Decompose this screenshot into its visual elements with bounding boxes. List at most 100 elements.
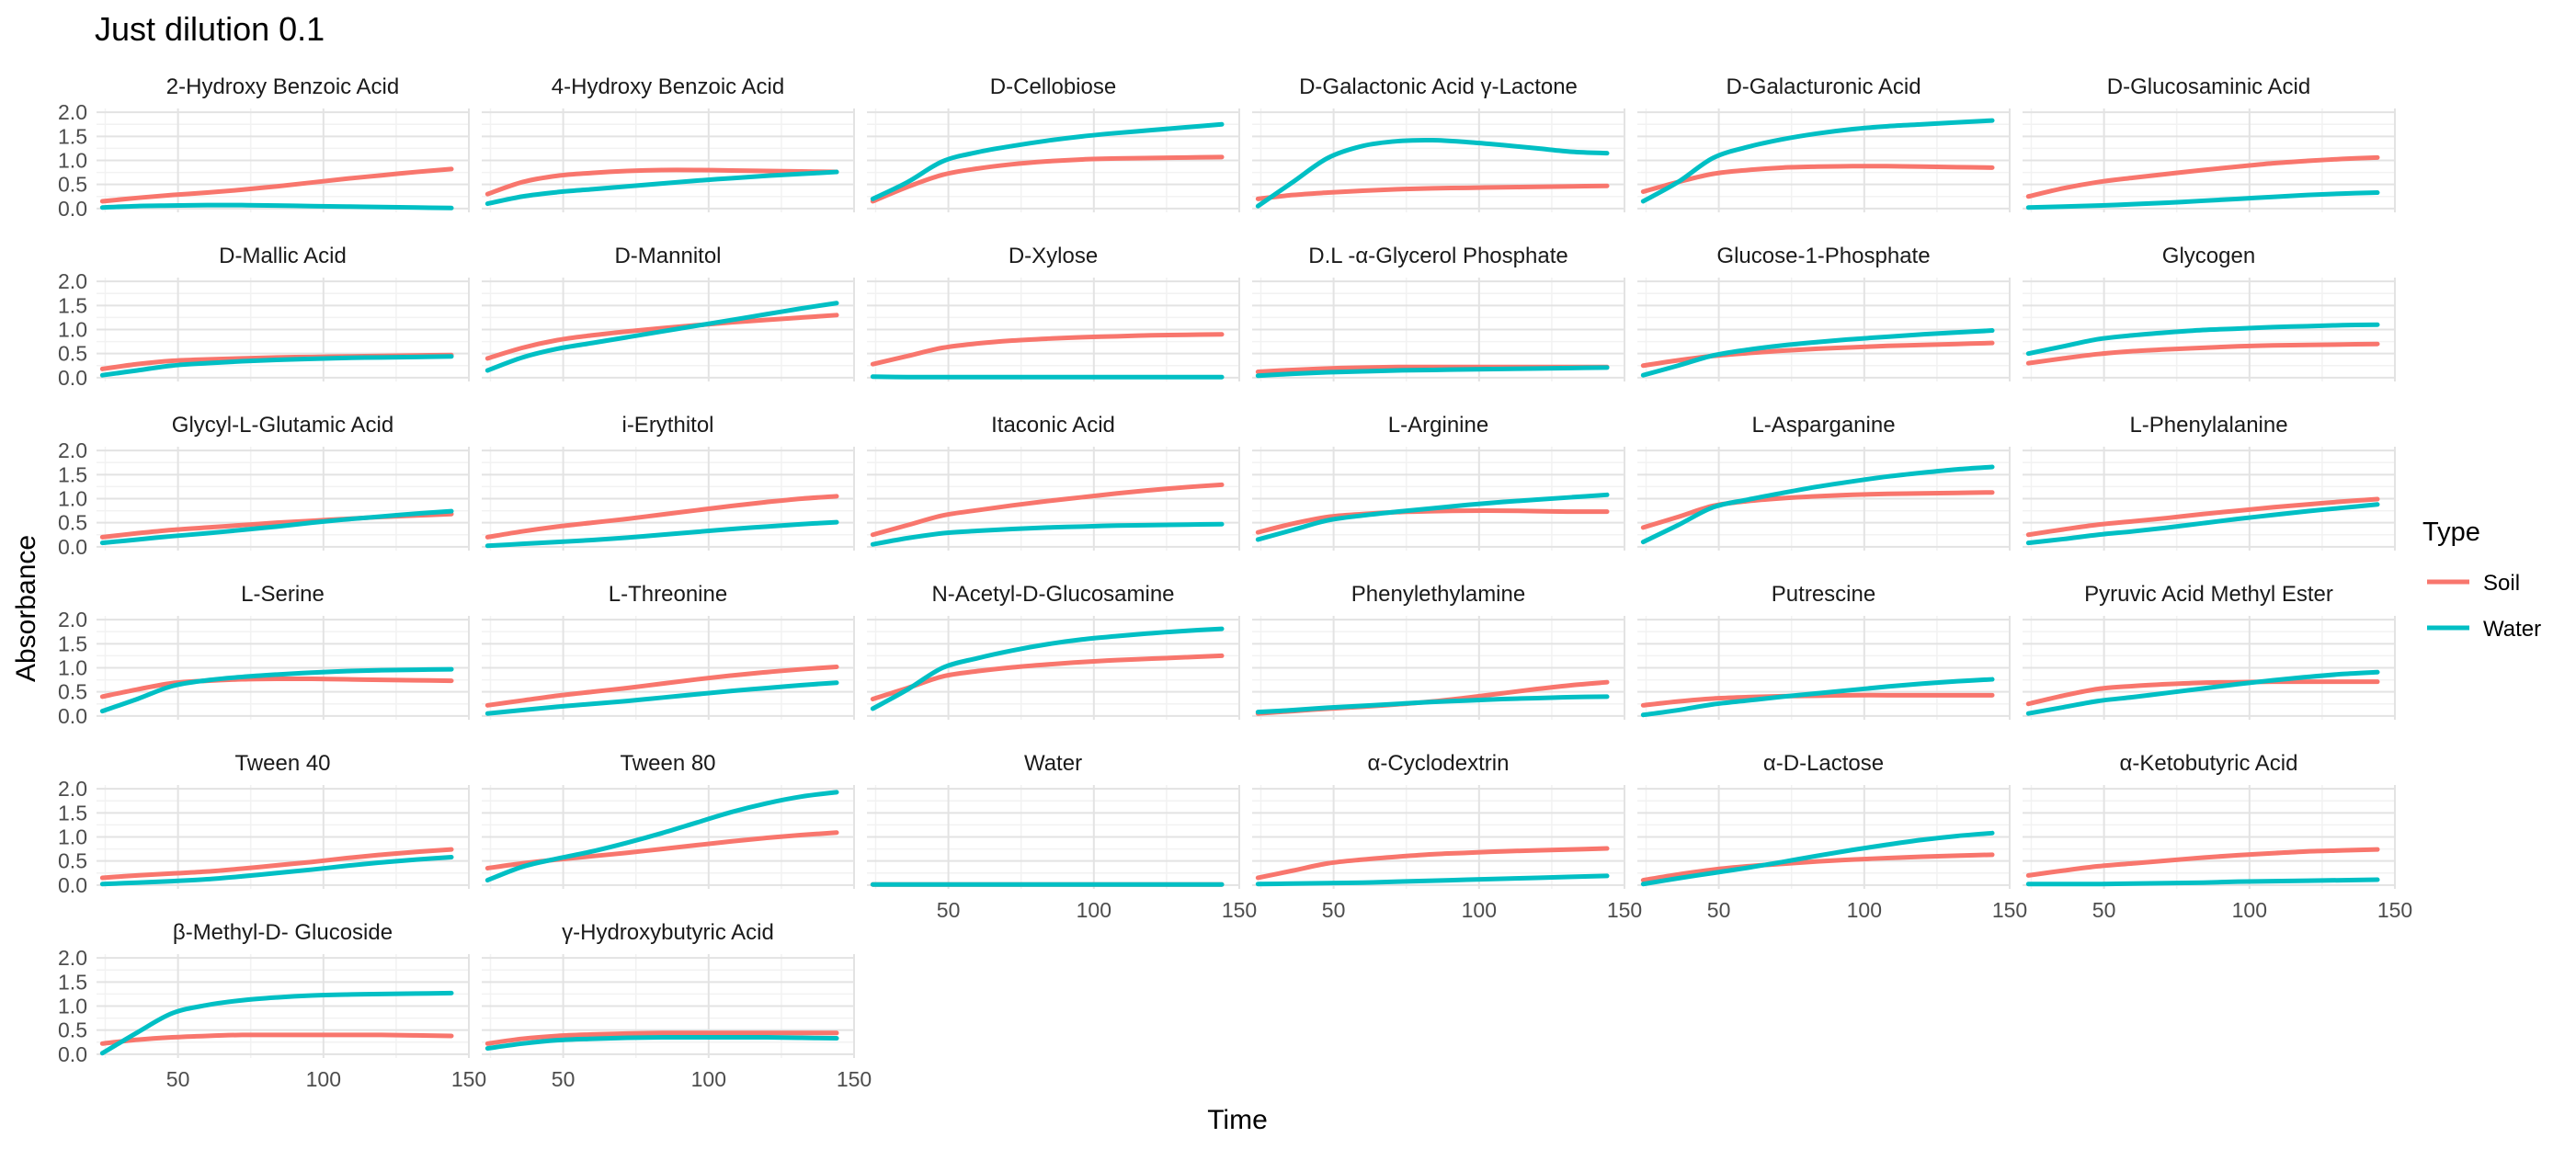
x-tick-label: 100 — [2232, 898, 2267, 922]
series-line-soil — [870, 482, 1225, 538]
panel-title-n-acetyl-d-glucosamine: N-Acetyl-D-Glucosamine — [931, 582, 1174, 607]
series-line-water — [870, 374, 1225, 380]
series-line-water — [1255, 137, 1610, 209]
series-line-water — [1255, 492, 1610, 542]
y-tick-label: 0.5 — [58, 342, 87, 366]
series-line-water — [99, 508, 454, 546]
series-line-soil — [1640, 490, 1995, 530]
panel-cyclodextrin: α-Cyclodextrin 50 100 150 — [1252, 751, 1642, 922]
panel-d-lactose: α-D-Lactose 50 100 150 — [1637, 751, 2027, 922]
series-line-soil — [2025, 496, 2380, 538]
panel-grid — [867, 447, 1240, 551]
series-line-soil — [99, 847, 454, 881]
panel-title-cyclodextrin: α-Cyclodextrin — [1368, 751, 1510, 776]
y-tick-label: 1.0 — [58, 487, 87, 511]
panel-title-methyl-d-glucoside: β-Methyl-D- Glucoside — [173, 920, 393, 945]
y-tick-label: 2.0 — [58, 269, 87, 293]
panel-d-galacturonic-acid: D-Galacturonic Acid — [1637, 74, 2011, 212]
y-tick-label: 0.5 — [58, 511, 87, 535]
panel-methyl-d-glucoside: β-Methyl-D- Glucoside 0.00.51.01.52.0 50 10… — [58, 920, 486, 1091]
y-tick-label: 1.0 — [58, 318, 87, 342]
panels-layer: 2-Hydroxy Benzoic Acid0.00.51.01.52.04-H… — [58, 74, 2412, 1091]
series-line-soil — [1255, 183, 1610, 201]
panel-title-phenylethylamine: Phenylethylamine — [1351, 582, 1525, 607]
series-line-water — [1640, 677, 1995, 718]
panel-l-arginine: L-Arginine — [1252, 413, 1625, 551]
x-tick-label: 150 — [1607, 898, 1642, 922]
panel-grid — [2023, 785, 2396, 889]
series-line-soil — [484, 494, 839, 540]
series-line-soil — [1640, 692, 1995, 708]
x-tick-label: 50 — [937, 898, 961, 922]
x-tick-label: 50 — [166, 1067, 190, 1091]
legend-item-soil: Soil — [2427, 571, 2520, 596]
series-line-water — [1255, 365, 1610, 379]
panel-d-l-glycerol-phosphate: D.L -α-Glycerol Phosphate — [1252, 244, 1625, 381]
x-tick-label: 150 — [1222, 898, 1257, 922]
panel-title-d-xylose: D-Xylose — [1009, 244, 1098, 268]
panel-grid — [1252, 108, 1625, 212]
panel-grid — [1637, 447, 2011, 551]
panel-title-d-mannitol: D-Mannitol — [614, 244, 721, 268]
panel-phenylethylamine: Phenylethylamine — [1252, 582, 1625, 720]
x-tick-label: 150 — [837, 1067, 872, 1091]
y-tick-label: 0.5 — [58, 680, 87, 704]
y-tick-label: 0.0 — [58, 873, 87, 897]
panel-title-glycogen: Glycogen — [2162, 244, 2255, 268]
panel-l-phenylalanine: L-Phenylalanine — [2023, 413, 2396, 551]
panel-title-d-cellobiose: D-Cellobiose — [990, 74, 1116, 99]
series-line-water — [1255, 873, 1610, 887]
panel-title-i-erythitol: i-Erythitol — [621, 413, 713, 438]
panel-grid — [482, 954, 855, 1058]
legend: Type Soil Water — [2422, 518, 2541, 642]
y-tick-label: 0.0 — [58, 197, 87, 221]
panel-grid — [97, 447, 470, 551]
panel-glycogen: Glycogen — [2023, 244, 2396, 381]
y-tick-label: 1.5 — [58, 293, 87, 317]
series-line-soil — [484, 313, 839, 361]
series-line-soil — [2025, 341, 2380, 366]
series-line-water — [2025, 877, 2380, 887]
legend-title: Type — [2422, 518, 2480, 547]
series-line-water — [870, 121, 1225, 201]
series-line-soil — [2025, 847, 2380, 878]
series-line-soil — [870, 653, 1225, 701]
series-line-water — [870, 521, 1225, 547]
panel-title-4-hydroxy-benzoic-acid: 4-Hydroxy Benzoic Acid — [552, 74, 784, 99]
x-tick-label: 100 — [1847, 898, 1882, 922]
y-tick-label: 1.5 — [58, 970, 87, 994]
panel-title-2-hydroxy-benzoic-acid: 2-Hydroxy Benzoic Acid — [166, 74, 399, 99]
y-tick-label: 0.0 — [58, 1042, 87, 1066]
panel-title-l-arginine: L-Arginine — [1388, 413, 1488, 438]
series-line-water — [1640, 328, 1995, 378]
panel-grid — [2023, 447, 2396, 551]
panel-grid — [1637, 108, 2011, 212]
x-tick-label: 100 — [1462, 898, 1497, 922]
series-line-water — [1640, 118, 1995, 204]
panel-title-tween-40: Tween 40 — [234, 751, 330, 776]
panel-d-mallic-acid: D-Mallic Acid 0.00.51.01.52.0 — [58, 244, 470, 390]
series-line-water — [2025, 322, 2380, 357]
panel-d-xylose: D-Xylose — [867, 244, 1240, 381]
panel-water: Water 50 100 150 — [867, 751, 1257, 922]
y-tick-label: 0.0 — [58, 704, 87, 728]
legend-label-water: Water — [2483, 617, 2541, 642]
series-line-soil — [99, 676, 454, 700]
y-axis-label: Absorbance — [11, 535, 41, 682]
y-tick-label: 1.5 — [58, 631, 87, 655]
y-tick-label: 0.5 — [58, 1018, 87, 1042]
y-tick-label: 2.0 — [58, 946, 87, 970]
series-line-water — [484, 519, 839, 549]
series-line-soil — [1255, 508, 1610, 535]
series-line-soil — [99, 166, 454, 204]
y-tick-label: 2.0 — [58, 100, 87, 124]
panel-title-d-lactose: α-D-Lactose — [1763, 751, 1884, 776]
series-line-water — [484, 169, 839, 207]
panel-grid — [867, 278, 1240, 381]
chart-title: Just dilution 0.1 — [95, 10, 325, 48]
series-line-water — [1640, 464, 1995, 545]
y-tick-label: 0.0 — [58, 535, 87, 559]
panel-grid — [867, 785, 1240, 889]
y-tick-label: 0.5 — [58, 849, 87, 873]
